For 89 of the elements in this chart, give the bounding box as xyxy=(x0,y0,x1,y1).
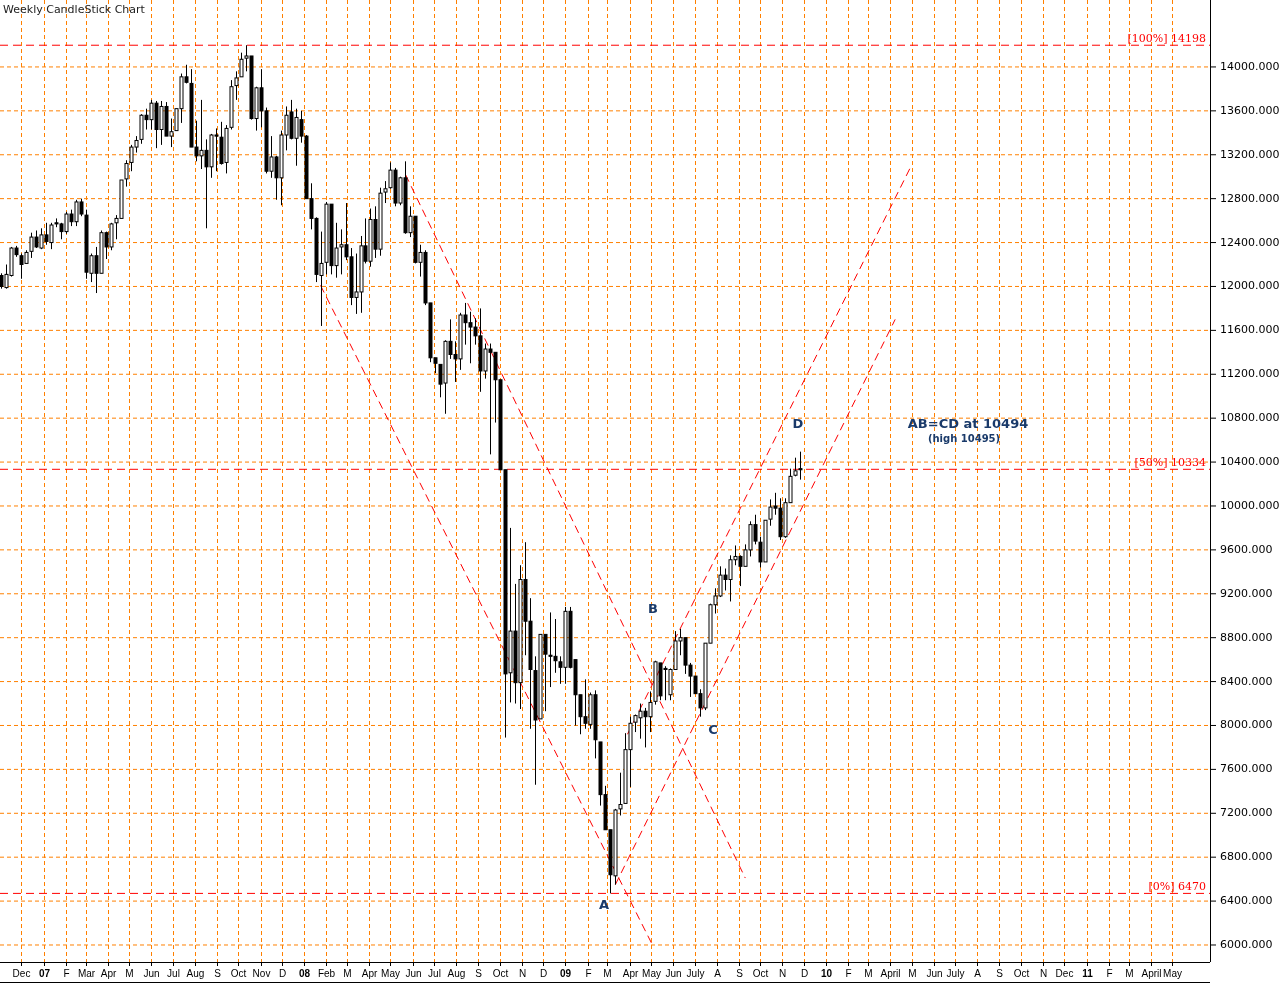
x-tick-label: 09 xyxy=(559,968,572,979)
y-tick-label: 12000.000 xyxy=(1220,279,1280,293)
x-tick-label: May xyxy=(1163,968,1182,979)
y-tick-label: 10400.000 xyxy=(1220,455,1280,469)
y-tick-label: 8400.000 xyxy=(1220,674,1273,688)
chart-title: Weekly CandleStick Chart xyxy=(3,3,146,16)
x-tick-label: S xyxy=(996,968,1004,979)
y-tick-label: 11200.000 xyxy=(1220,367,1280,381)
x-tick-label: N xyxy=(778,968,787,979)
annotation: D xyxy=(792,416,804,431)
annotation: A xyxy=(598,897,610,912)
x-tick-label: May xyxy=(642,968,661,979)
y-tick-label: 6400.000 xyxy=(1220,894,1273,908)
x-tick-label: Jun xyxy=(405,968,422,979)
x-tick-label: M xyxy=(125,968,134,979)
x-tick-label: Dec xyxy=(1055,968,1074,979)
y-tick-label: 14000.000 xyxy=(1220,59,1280,73)
x-tick-label: S xyxy=(214,968,222,979)
y-tick-label: 8000.000 xyxy=(1220,718,1273,732)
x-tick-label: Aug xyxy=(186,968,205,979)
x-tick-label: Jun xyxy=(926,968,943,979)
x-tick-label: July xyxy=(946,968,965,979)
x-tick-label: S xyxy=(475,968,483,979)
x-tick-label: M xyxy=(908,968,917,979)
x-tick-label: M xyxy=(343,968,352,979)
x-tick-label: A xyxy=(974,968,982,979)
x-tick-label: Oct xyxy=(1013,968,1030,979)
x-tick-label: Apr xyxy=(100,968,117,979)
x-tick-label: Aug xyxy=(447,968,466,979)
x-tick-label: Jul xyxy=(167,968,180,979)
candlestick xyxy=(239,52,244,78)
x-tick-label: F xyxy=(63,968,70,979)
x-tick-label: A xyxy=(714,968,722,979)
y-tick-label: 12800.000 xyxy=(1220,191,1280,205)
x-tick-label: D xyxy=(278,968,287,979)
y-tick-label: 13200.000 xyxy=(1220,147,1280,161)
ref-line-label: [0%] 6470 xyxy=(1148,880,1206,894)
x-tick-label: S xyxy=(736,968,744,979)
y-tick-label: 7200.000 xyxy=(1220,806,1273,820)
x-tick-label: 07 xyxy=(38,968,51,979)
y-tick-label: 13600.000 xyxy=(1220,103,1280,117)
x-tick-label: Feb xyxy=(317,968,336,979)
y-tick-label: 8800.000 xyxy=(1220,630,1273,644)
x-tick-label: April xyxy=(1141,968,1162,979)
x-tick-label: Nov xyxy=(252,968,271,979)
x-tick-label: 10 xyxy=(820,968,833,979)
x-tick-label: D xyxy=(800,968,809,979)
annotation: B xyxy=(648,601,658,616)
y-tick-label: 12400.000 xyxy=(1220,235,1280,249)
x-tick-label: Oct xyxy=(752,968,769,979)
ref-line-label: [100%] 14198 xyxy=(1127,32,1206,46)
y-tick-label: 6000.000 xyxy=(1220,937,1273,951)
annotation: AB=CD at 10494 xyxy=(907,416,1029,431)
x-tick-label: Apr xyxy=(622,968,639,979)
x-tick-label: N xyxy=(518,968,527,979)
y-tick-label: 10000.000 xyxy=(1220,498,1280,512)
x-tick-label: F xyxy=(845,968,852,979)
x-tick-label: Mar xyxy=(77,968,96,979)
y-tick-label: 9600.000 xyxy=(1220,542,1273,556)
x-tick-label: M xyxy=(603,968,612,979)
x-tick-label: F xyxy=(1106,968,1113,979)
y-tick-label: 9200.000 xyxy=(1220,586,1273,600)
x-tick-label: Jun xyxy=(143,968,160,979)
y-tick-label: 6800.000 xyxy=(1220,850,1273,864)
x-tick-label: May xyxy=(381,968,400,979)
annotation: C xyxy=(708,722,718,737)
x-tick-label: July xyxy=(686,968,705,979)
x-tick-label: Jun xyxy=(665,968,682,979)
x-tick-label: Jul xyxy=(428,968,441,979)
x-tick-label: Oct xyxy=(230,968,247,979)
candlestick xyxy=(798,451,803,481)
x-tick-label: D xyxy=(539,968,548,979)
y-tick-label: 10800.000 xyxy=(1220,411,1280,425)
annotation: (high 10495) xyxy=(927,433,1001,444)
x-tick-label: M xyxy=(1125,968,1134,979)
x-tick-label: N xyxy=(1039,968,1048,979)
y-tick-label: 11600.000 xyxy=(1220,323,1280,337)
x-tick-label: Dec xyxy=(12,968,31,979)
candlestick xyxy=(234,70,239,101)
x-tick-label: April xyxy=(880,968,901,979)
x-tick-label: Apr xyxy=(361,968,378,979)
candlestick xyxy=(383,180,388,204)
x-tick-label: Oct xyxy=(492,968,509,979)
ref-line-label: [50%] 10334 xyxy=(1134,456,1206,470)
x-tick-label: M xyxy=(864,968,873,979)
x-tick-label: 11 xyxy=(1082,968,1094,979)
x-tick-label: F xyxy=(585,968,592,979)
x-tick-label: 08 xyxy=(298,968,311,979)
y-tick-label: 7600.000 xyxy=(1220,762,1273,776)
